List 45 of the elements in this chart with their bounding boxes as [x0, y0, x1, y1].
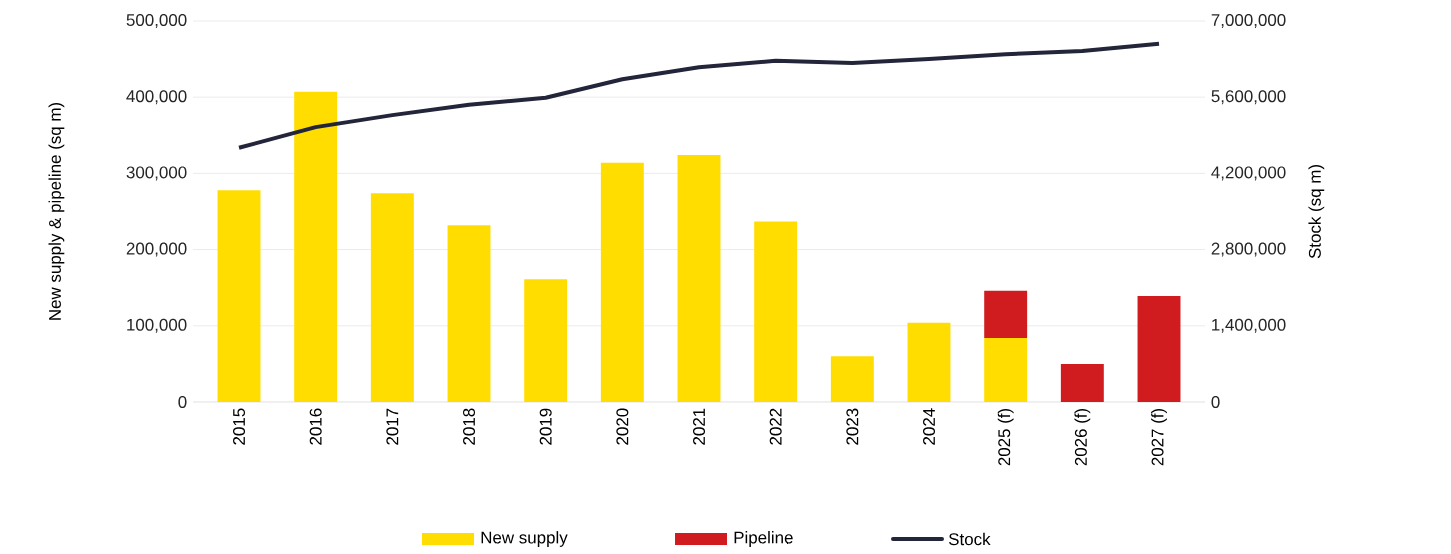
y-tick-label: 200,000 — [126, 242, 187, 257]
y2-tick-label: 5,600,000 — [1211, 90, 1286, 105]
bar — [754, 221, 798, 402]
y-tick-label: 400,000 — [126, 90, 187, 105]
y2-tick-label: 0 — [1211, 395, 1220, 408]
bar — [1060, 363, 1104, 402]
x-tick-label: 2023 — [846, 408, 859, 445]
bar — [217, 190, 261, 402]
x-tick-label: 2017 — [386, 408, 399, 445]
y-tick-label: 500,000 — [126, 13, 187, 28]
x-tick-label: 2027 (f) — [1151, 408, 1167, 466]
bar — [677, 155, 721, 402]
bar — [294, 91, 338, 402]
bar — [524, 279, 568, 402]
x-tick-label: 2021 — [693, 408, 706, 445]
bar — [447, 225, 491, 402]
x-tick-label: 2022 — [769, 408, 782, 445]
x-tick-label: 2025 (f) — [997, 408, 1014, 466]
x-tick-label: 2020 — [616, 408, 629, 445]
legend-label: Stock — [948, 532, 991, 546]
line-series — [237, 41, 1162, 150]
y2-axis-title: Stock (sq m) — [1308, 165, 1325, 259]
bar — [1137, 296, 1181, 402]
bar — [830, 356, 874, 402]
y2-tick-label: 4,200,000 — [1211, 166, 1286, 181]
x-tick-label: 2026 (f) — [1074, 408, 1091, 466]
y2-tick-label: 7,000,000 — [1211, 13, 1286, 28]
y2-tick-label: 2,800,000 — [1211, 242, 1286, 257]
y-axis-title: New supply & pipeline (sq m) — [48, 102, 65, 320]
x-tick-label: 2018 — [463, 408, 476, 445]
x-tick-label: 2016 — [309, 408, 322, 445]
y-tick-label: 300,000 — [126, 166, 187, 181]
y2-tick-label: 1,400,000 — [1212, 318, 1286, 333]
x-tick-label: 2019 — [539, 408, 552, 445]
x-tick-label: 2024 — [923, 408, 936, 445]
bar — [600, 162, 644, 402]
bar — [370, 193, 414, 402]
x-tick-label: 2015 — [233, 408, 246, 445]
y-tick-label: 100,000 — [127, 318, 187, 333]
bar — [907, 322, 951, 402]
bar — [984, 337, 1028, 402]
bar — [984, 290, 1028, 338]
legend-label: Pipeline — [734, 531, 793, 547]
legend-label: New supply — [481, 531, 568, 547]
y-tick-label: 0 — [178, 395, 187, 408]
